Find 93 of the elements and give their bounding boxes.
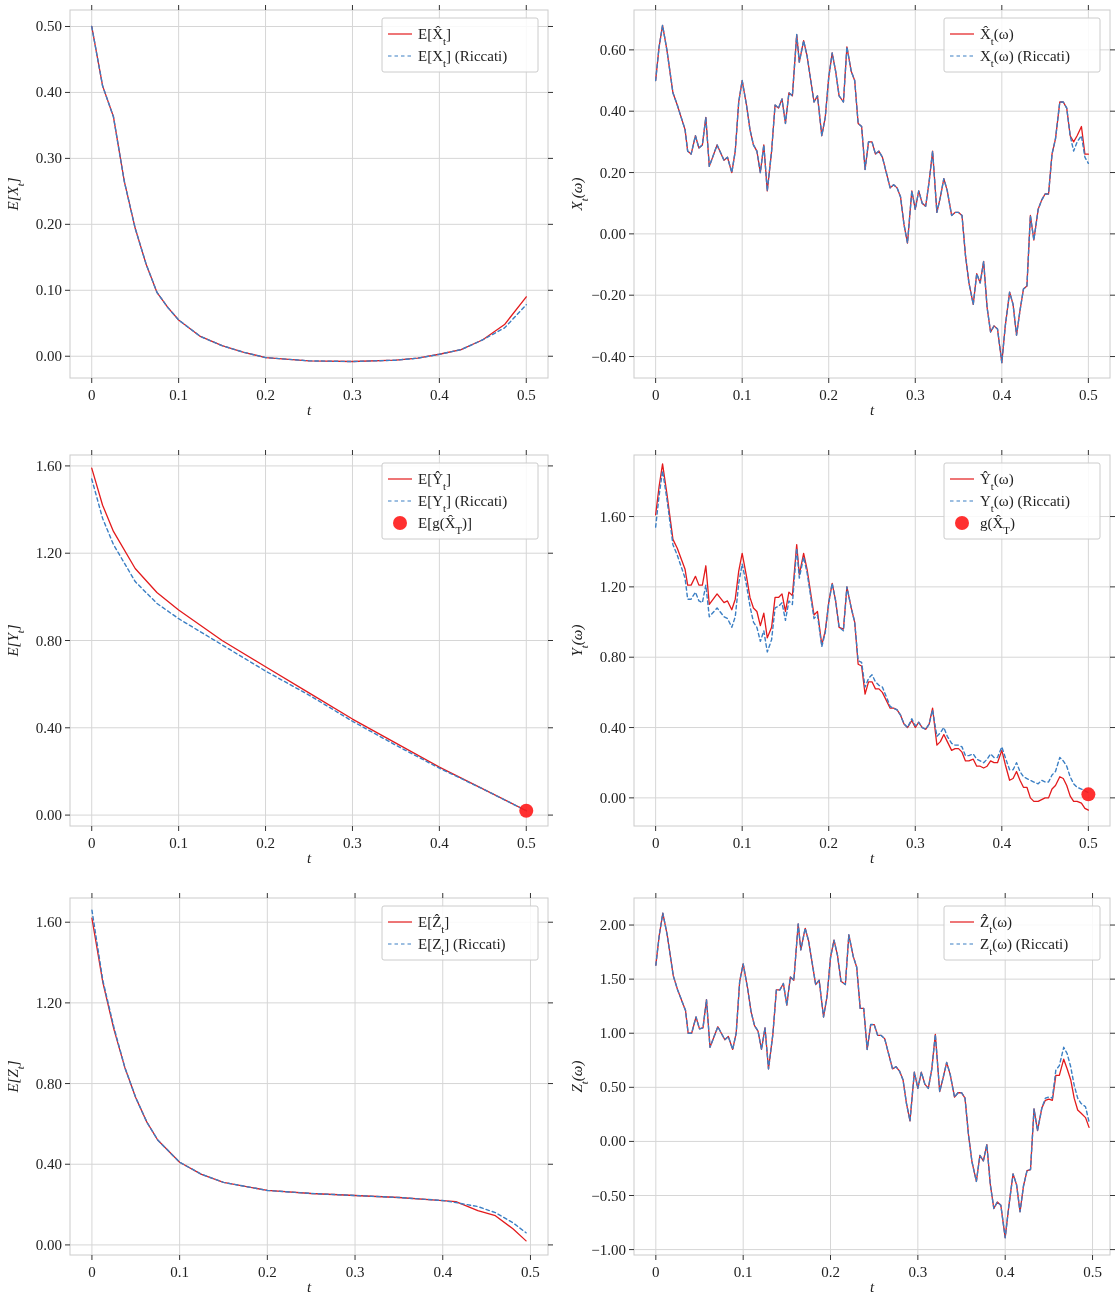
legend-label: X$_{t}$(ω) (Riccati) (980, 48, 1070, 69)
x-tick-label: 0.5 (516, 835, 536, 851)
x-tick-label: 0.1 (733, 1264, 753, 1280)
y-tick-label: 1.60 (35, 457, 62, 474)
legend-label: E[Y$_{t}$] (Riccati) (418, 493, 508, 514)
y-tick-label: 0.40 (35, 719, 62, 736)
y-tick-label: 0.40 (599, 719, 626, 736)
legend-label: Z$_{t}$(ω) (Riccati) (980, 936, 1069, 957)
x-tick-label: 0.3 (908, 1264, 928, 1280)
x-axis-title: t (869, 402, 875, 418)
y-tick-label: 0.40 (35, 84, 62, 101)
legend-label: E[X̂$_{t}$] (418, 26, 451, 47)
x-axis-title: t (306, 1279, 312, 1295)
x-tick-label: 0.2 (256, 835, 275, 851)
x-tick-label: 0.1 (169, 387, 189, 403)
y-tick-label: 1.50 (599, 971, 626, 988)
line-series (655, 912, 1090, 1239)
y-tick-label: 0.50 (599, 1079, 626, 1096)
x-tick-label: 0.4 (992, 387, 1012, 403)
y-tick-label: 0.00 (599, 1133, 626, 1150)
x-tick-label: 0 (651, 387, 660, 403)
x-tick-label: 0.5 (1078, 387, 1098, 403)
y-tick-label: 0.60 (599, 41, 626, 58)
y-tick-label: 1.60 (599, 508, 626, 525)
y-tick-label: 0.00 (599, 789, 626, 806)
x-tick-label: 0.3 (345, 1264, 365, 1280)
x-tick-label: 0.4 (433, 1264, 453, 1280)
x-axis-title: t (869, 850, 875, 866)
legend-label: E[g(X̂$_{T}$)] (418, 515, 473, 536)
x-tick-label: 0.4 (995, 1264, 1016, 1280)
y-tick-label: 1.00 (599, 1025, 626, 1042)
x-tick-label: 0.2 (819, 387, 839, 403)
line-series (91, 25, 527, 363)
x-tick-label: 0.2 (257, 1264, 277, 1280)
y-tick-label: 0.40 (35, 1156, 62, 1173)
y-tick-label: 2.00 (599, 917, 626, 934)
legend-label: E[Ẑ$_{t}$] (418, 914, 450, 935)
x-tick-label: 0.3 (343, 387, 362, 403)
x-axis-title: t (306, 402, 312, 418)
y-tick-label: 1.60 (35, 914, 62, 931)
x-tick-label: 0.4 (992, 835, 1012, 851)
y-tick-label: 0.40 (599, 103, 626, 120)
x-tick-label: 0.1 (170, 1264, 190, 1280)
x-tick-label: 0.2 (256, 387, 275, 403)
y-tick-label: 0.80 (35, 1075, 62, 1092)
x-tick-label: 0 (87, 387, 96, 403)
x-tick-label: 0.5 (521, 1264, 540, 1280)
y-tick-label: 0.10 (35, 282, 62, 299)
x-tick-label: 0.3 (905, 387, 925, 403)
y-tick-label: 0.30 (35, 150, 62, 167)
x-tick-label: 0 (87, 835, 96, 851)
y-tick-label: −0.40 (591, 348, 626, 365)
legend-label: X̂$_{t}$(ω) (980, 26, 1014, 47)
y-tick-label: −0.50 (591, 1187, 626, 1204)
legend-label: E[Ŷ$_{t}$] (418, 471, 451, 492)
y-tick-label: 0.20 (35, 216, 62, 233)
y-tick-label: 0.20 (599, 164, 626, 181)
line-series (654, 24, 1090, 364)
x-tick-label: 0.4 (429, 835, 450, 851)
y-tick-label: −1.00 (591, 1241, 626, 1258)
legend-label: E[X$_{t}$] (Riccati) (418, 48, 508, 69)
y-tick-label: 0.80 (599, 649, 626, 666)
legend-label: Ẑ$_{t}$(ω) (980, 914, 1013, 935)
legend-label: Y$_{t}$(ω) (Riccati) (980, 493, 1070, 514)
y-tick-label: 0.00 (35, 807, 62, 824)
x-tick-label: 0.1 (732, 835, 752, 851)
y-tick-label: 1.20 (35, 994, 62, 1011)
y-tick-label: 1.20 (599, 578, 626, 595)
x-axis-title: t (869, 1279, 875, 1295)
x-tick-label: 0.2 (819, 835, 839, 851)
y-tick-label: 0.00 (599, 225, 626, 242)
x-tick-label: 0.1 (732, 387, 752, 403)
y-tick-label: 0.00 (35, 348, 62, 365)
x-tick-label: 0.4 (429, 387, 450, 403)
legend-label: Ŷ$_{t}$(ω) (980, 471, 1014, 492)
legend-label: g(X̂$_{T}$) (980, 515, 1015, 536)
legend-label: E[Z$_{t}$] (Riccati) (418, 936, 506, 957)
x-tick-label: 0.1 (169, 835, 189, 851)
x-tick-label: 0.2 (821, 1264, 840, 1280)
x-tick-label: 0.3 (343, 835, 362, 851)
x-tick-label: 0.5 (1083, 1264, 1102, 1280)
x-tick-label: 0 (652, 1264, 660, 1280)
x-tick-label: 0 (651, 835, 660, 851)
y-tick-label: 0.50 (35, 18, 62, 35)
y-tick-label: 0.00 (35, 1236, 62, 1253)
y-tick-label: 0.80 (35, 632, 62, 649)
y-tick-label: 1.20 (35, 545, 62, 562)
y-tick-label: −0.20 (591, 287, 626, 304)
x-tick-label: 0.3 (905, 835, 925, 851)
x-tick-label: 0.5 (516, 387, 536, 403)
x-tick-label: 0.5 (1078, 835, 1098, 851)
x-axis-title: t (306, 850, 312, 866)
x-tick-label: 0 (88, 1264, 96, 1280)
